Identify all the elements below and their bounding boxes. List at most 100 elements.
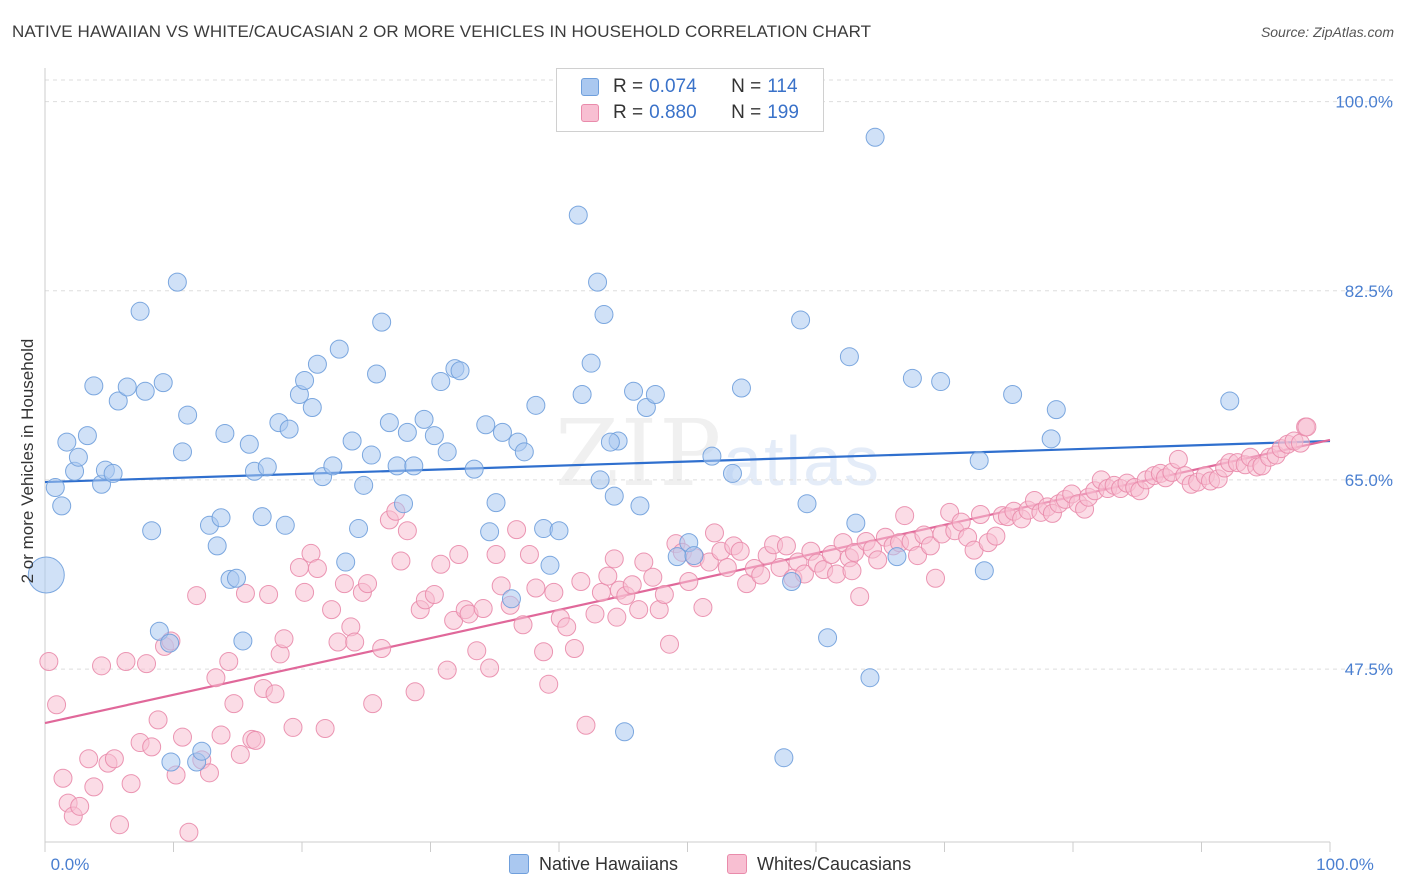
watermark-sub: atlas xyxy=(723,422,882,500)
point-native-hawaiian xyxy=(161,752,181,772)
y-tick-label: 65.0% xyxy=(1345,471,1393,490)
point-white-caucasian xyxy=(424,584,444,604)
point-white-caucasian xyxy=(519,544,539,564)
point-native-hawaiian xyxy=(27,556,65,594)
point-white-caucasian xyxy=(405,682,425,702)
point-white-caucasian xyxy=(486,544,506,564)
point-white-caucasian xyxy=(345,632,365,652)
point-white-caucasian xyxy=(534,642,554,662)
n-value: 199 xyxy=(767,102,799,123)
point-native-hawaiian xyxy=(135,381,155,401)
legend-row-whites: R = 0.880 N = 199 xyxy=(581,101,799,125)
axis-labels: 47.5% 65.0% 82.5% 100.0% 0.0% 100.0% 2 or more… xyxy=(18,93,1393,874)
point-white-caucasian xyxy=(322,600,342,620)
point-native-hawaiian xyxy=(257,457,277,477)
point-white-caucasian xyxy=(908,546,928,566)
point-native-hawaiian xyxy=(774,748,794,768)
point-native-hawaiian xyxy=(404,456,424,476)
r-label: R = xyxy=(613,102,644,123)
point-native-hawaiian xyxy=(540,555,560,575)
point-white-caucasian xyxy=(607,607,627,627)
point-native-hawaiian xyxy=(211,508,231,528)
point-white-caucasian xyxy=(199,763,219,783)
point-white-caucasian xyxy=(507,520,527,540)
point-native-hawaiian xyxy=(902,368,922,388)
point-white-caucasian xyxy=(265,684,285,704)
point-native-hawaiian xyxy=(379,413,399,433)
point-native-hawaiian xyxy=(588,272,608,292)
point-native-hawaiian xyxy=(636,397,656,417)
bottom-legend-whites[interactable]: Whites/Caucasians xyxy=(727,852,911,876)
point-native-hawaiian xyxy=(207,536,227,556)
point-native-hawaiian xyxy=(307,354,327,374)
point-white-caucasian xyxy=(121,774,141,794)
point-native-hawaiian xyxy=(887,547,907,567)
point-native-hawaiian xyxy=(354,475,374,495)
point-white-caucasian xyxy=(576,715,596,735)
point-native-hawaiian xyxy=(414,409,434,429)
point-native-hawaiian xyxy=(722,463,742,483)
point-native-hawaiian xyxy=(397,422,417,442)
point-white-caucasian xyxy=(224,694,244,714)
point-native-hawaiian xyxy=(372,312,392,332)
point-white-caucasian xyxy=(842,561,862,581)
point-white-caucasian xyxy=(564,639,584,659)
bottom-legend-native-hawaiians[interactable]: Native Hawaiians xyxy=(509,852,678,876)
point-white-caucasian xyxy=(358,574,378,594)
grid-lines xyxy=(45,79,1393,670)
point-white-caucasian xyxy=(116,651,136,671)
point-white-caucasian xyxy=(84,777,104,797)
point-white-caucasian xyxy=(1290,433,1310,453)
point-native-hawaiian xyxy=(367,364,387,384)
point-white-caucasian xyxy=(230,744,250,764)
point-native-hawaiian xyxy=(178,405,198,425)
source-label: Source: ZipAtlas.com xyxy=(1260,24,1394,40)
point-white-caucasian xyxy=(643,567,663,587)
point-native-hawaiian xyxy=(349,519,369,539)
point-native-hawaiian xyxy=(514,442,534,462)
point-native-hawaiian xyxy=(526,395,546,415)
point-white-caucasian xyxy=(604,549,624,569)
point-white-caucasian xyxy=(211,725,231,745)
bottom-legend-swatch-blue xyxy=(509,854,529,874)
point-white-caucasian xyxy=(391,551,411,571)
point-native-hawaiian xyxy=(394,494,414,514)
point-white-caucasian xyxy=(142,737,162,757)
point-white-caucasian xyxy=(776,536,796,556)
n-label: N = xyxy=(731,76,762,97)
point-native-hawaiian xyxy=(57,432,77,452)
legend-row-native-hawaiians: R = 0.074 N = 114 xyxy=(581,75,798,99)
point-white-caucasian xyxy=(397,521,417,541)
trend-line-native-hawaiians xyxy=(44,439,1331,484)
y-tick-label: 82.5% xyxy=(1345,282,1393,301)
point-native-hawaiian xyxy=(295,370,315,390)
point-white-caucasian xyxy=(770,557,790,577)
n-label: N = xyxy=(731,102,762,123)
r-value: 0.880 xyxy=(649,102,697,123)
point-white-caucasian xyxy=(372,639,392,659)
point-native-hawaiian xyxy=(797,494,817,514)
point-white-caucasian xyxy=(148,710,168,730)
point-native-hawaiian xyxy=(731,378,751,398)
point-native-hawaiian xyxy=(492,422,512,442)
point-native-hawaiian xyxy=(604,486,624,506)
point-native-hawaiian xyxy=(108,391,128,411)
point-white-caucasian xyxy=(895,506,915,526)
point-white-caucasian xyxy=(660,634,680,654)
point-white-caucasian xyxy=(704,523,724,543)
point-white-caucasian xyxy=(437,660,457,680)
point-white-caucasian xyxy=(868,550,888,570)
point-white-caucasian xyxy=(473,599,493,619)
point-white-caucasian xyxy=(295,582,315,602)
point-white-caucasian xyxy=(235,583,255,603)
point-white-caucasian xyxy=(679,572,699,592)
point-native-hawaiian xyxy=(865,127,885,147)
bottom-legend-label: Whites/Caucasians xyxy=(757,853,912,874)
y-tick-label: 47.5% xyxy=(1345,660,1393,679)
point-native-hawaiian xyxy=(630,496,650,516)
point-native-hawaiian xyxy=(233,631,253,651)
point-white-caucasian xyxy=(283,717,303,737)
point-white-caucasian xyxy=(53,768,73,788)
point-white-caucasian xyxy=(187,586,207,606)
point-native-hawaiian xyxy=(117,377,137,397)
